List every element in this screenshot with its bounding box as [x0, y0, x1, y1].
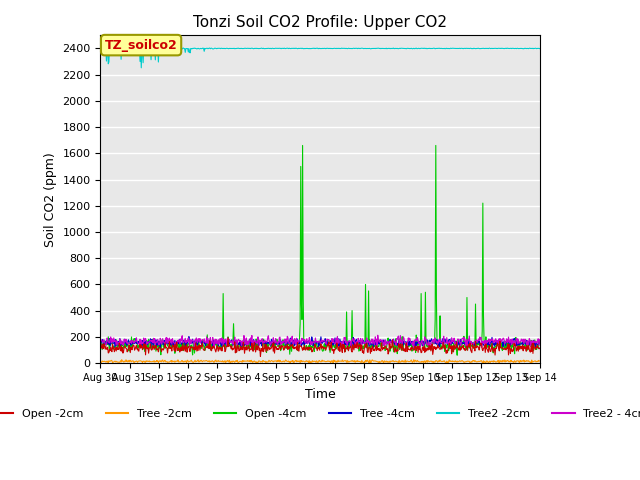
Open -2cm [536, 345, 543, 351]
Open -2cm [195, 348, 202, 353]
Open -4cm [453, 352, 461, 358]
Open -2cm [218, 345, 225, 351]
Open -2cm [257, 354, 264, 360]
Tree -4cm [374, 339, 381, 345]
Title: Tonzi Soil CO2 Profile: Upper CO2: Tonzi Soil CO2 Profile: Upper CO2 [193, 15, 447, 30]
Open -4cm [386, 348, 394, 354]
Tree2 -2cm [151, 46, 159, 51]
Line: Tree2 - 4cm: Tree2 - 4cm [100, 335, 540, 348]
Tree -2cm [253, 360, 261, 366]
Tree -4cm [185, 334, 193, 339]
Line: Tree2 -2cm: Tree2 -2cm [100, 48, 540, 68]
Tree2 -2cm [536, 46, 543, 51]
Tree -2cm [150, 358, 158, 363]
Open -4cm [218, 336, 225, 341]
Open -2cm [97, 344, 104, 349]
Open -2cm [224, 335, 232, 341]
Tree2 - 4cm [97, 339, 104, 345]
Tree -2cm [104, 360, 112, 365]
Tree -4cm [150, 342, 157, 348]
Open -4cm [536, 341, 543, 347]
Tree -4cm [218, 339, 226, 345]
Tree2 -2cm [138, 65, 145, 71]
Tree2 - 4cm [374, 332, 381, 338]
Tree2 -2cm [100, 45, 108, 50]
Tree2 -2cm [374, 46, 381, 51]
Tree2 - 4cm [104, 339, 112, 345]
Open -4cm [150, 337, 157, 343]
Open -4cm [195, 343, 202, 349]
Open -4cm [104, 334, 112, 340]
Tree2 - 4cm [372, 336, 380, 342]
Open -4cm [97, 340, 104, 346]
Tree2 -2cm [105, 59, 113, 65]
Tree2 - 4cm [150, 336, 157, 341]
Tree2 - 4cm [195, 336, 202, 342]
X-axis label: Time: Time [305, 388, 335, 401]
Tree -4cm [387, 338, 394, 344]
Open -4cm [299, 143, 307, 148]
Text: TZ_soilco2: TZ_soilco2 [105, 38, 177, 52]
Tree -4cm [97, 342, 104, 348]
Tree -2cm [118, 357, 125, 362]
Tree -4cm [195, 338, 202, 344]
Tree -2cm [195, 359, 202, 365]
Tree2 -2cm [219, 46, 227, 51]
Tree -2cm [374, 359, 381, 365]
Tree -2cm [97, 359, 104, 364]
Tree2 - 4cm [386, 338, 394, 344]
Tree2 - 4cm [218, 340, 225, 346]
Tree -2cm [387, 358, 394, 364]
Tree2 -2cm [97, 45, 104, 51]
Tree -2cm [536, 358, 543, 364]
Tree2 -2cm [387, 46, 394, 51]
Line: Tree -4cm: Tree -4cm [100, 336, 540, 348]
Open -2cm [374, 347, 381, 352]
Open -2cm [104, 350, 112, 356]
Tree2 - 4cm [410, 346, 418, 351]
Tree2 - 4cm [536, 337, 543, 343]
Tree2 -2cm [195, 46, 203, 52]
Line: Tree -2cm: Tree -2cm [100, 360, 540, 363]
Open -4cm [373, 343, 381, 348]
Legend: Open -2cm, Tree -2cm, Open -4cm, Tree -4cm, Tree2 -2cm, Tree2 - 4cm: Open -2cm, Tree -2cm, Open -4cm, Tree -4… [0, 404, 640, 423]
Tree -2cm [218, 359, 226, 364]
Line: Open -2cm: Open -2cm [100, 338, 540, 357]
Y-axis label: Soil CO2 (ppm): Soil CO2 (ppm) [44, 152, 57, 247]
Tree -4cm [536, 340, 543, 346]
Tree -4cm [104, 339, 112, 345]
Open -2cm [150, 344, 157, 350]
Open -2cm [387, 346, 394, 351]
Tree -4cm [339, 345, 346, 351]
Line: Open -4cm: Open -4cm [100, 145, 540, 355]
